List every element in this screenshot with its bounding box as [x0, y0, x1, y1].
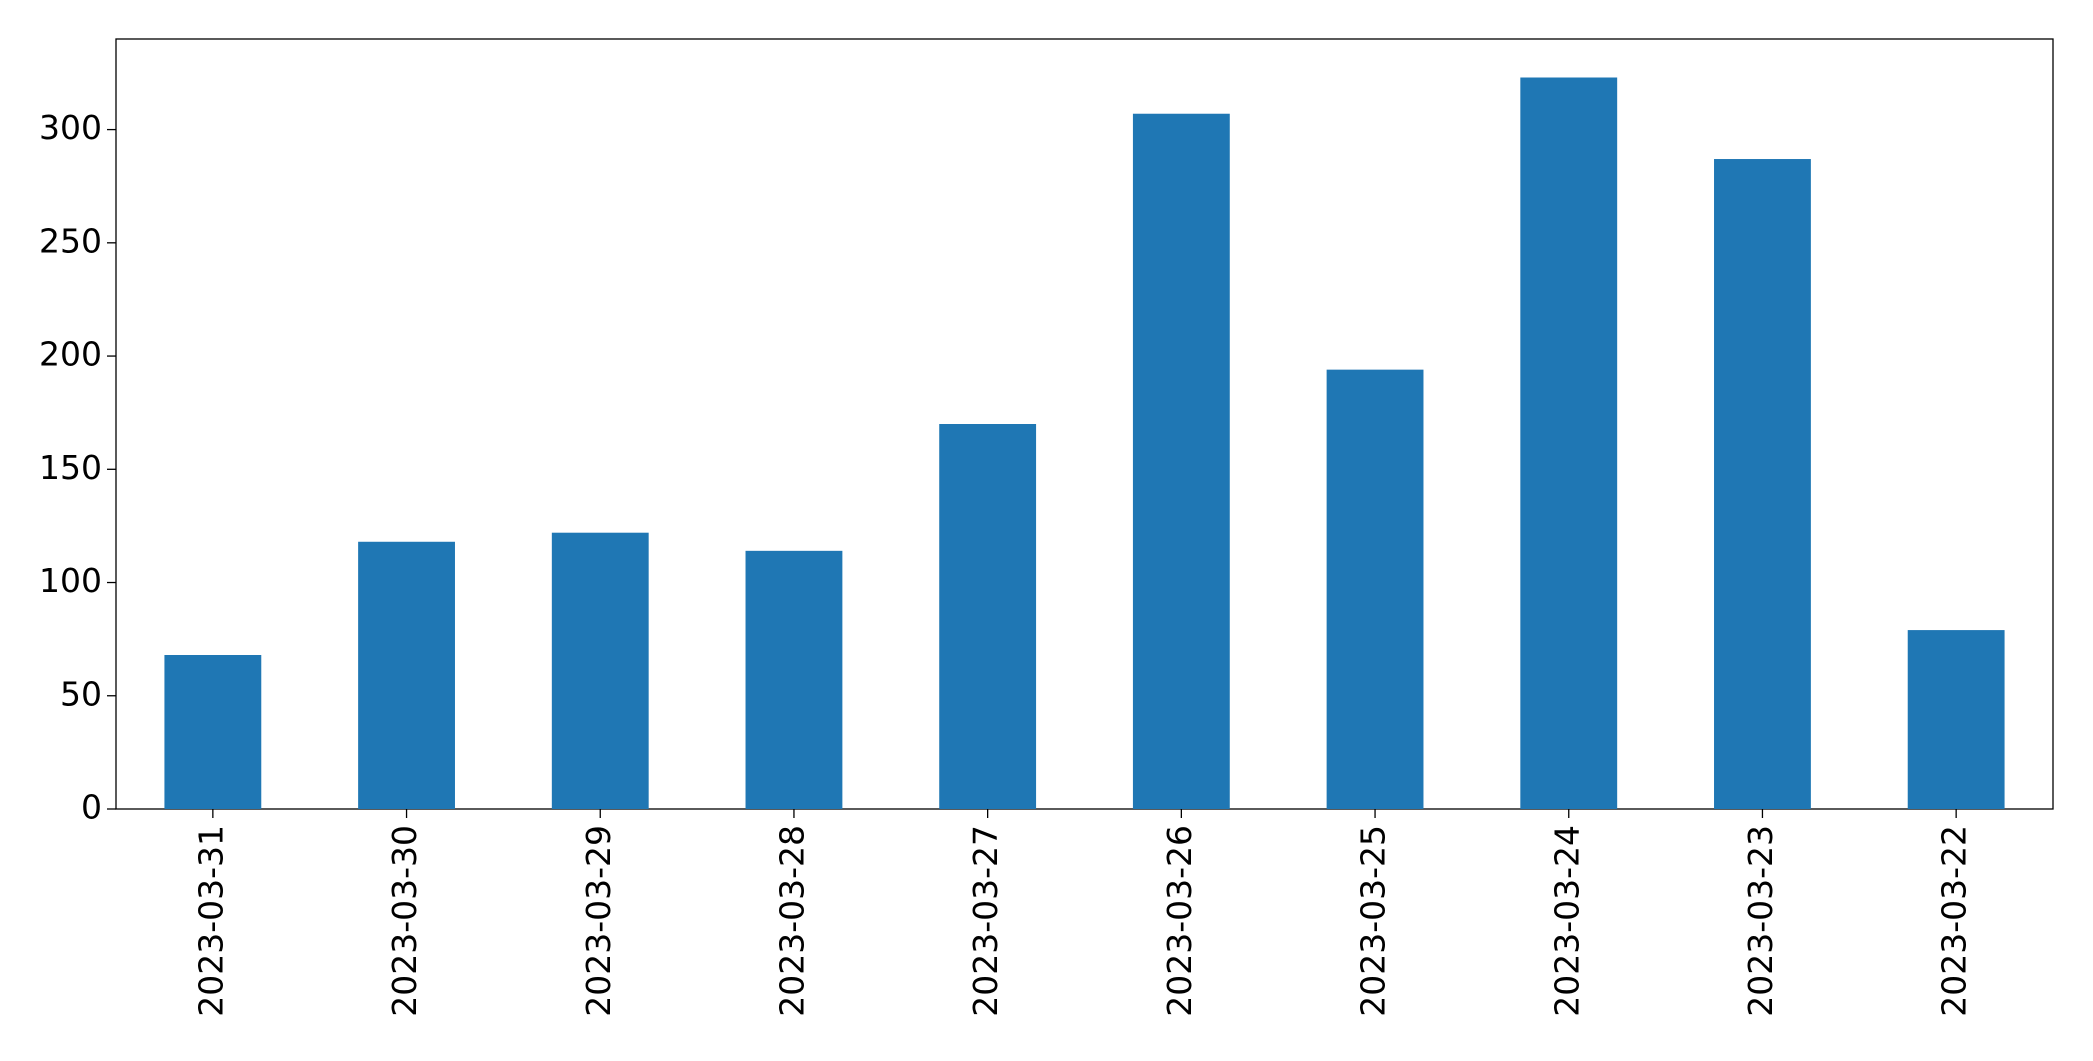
bar: [1520, 77, 1618, 809]
bar: [1714, 159, 1811, 809]
plot-frame: [115, 38, 2054, 810]
x-tick-label: 2023-03-31: [191, 825, 230, 1017]
y-tick-label: 250: [39, 221, 102, 260]
bar: [164, 655, 262, 809]
y-tick-label: 200: [39, 335, 102, 374]
y-tick-label: 150: [39, 448, 102, 487]
x-tick-label: 2023-03-29: [579, 825, 618, 1017]
y-tick-label: 0: [81, 788, 102, 827]
x-tick-label: 2023-03-23: [1741, 825, 1780, 1017]
bar: [1326, 369, 1424, 809]
bar: [1907, 630, 2005, 809]
x-tick-label: 2023-03-22: [1935, 825, 1974, 1017]
x-tick-label: 2023-03-30: [385, 825, 424, 1017]
bar: [745, 550, 843, 809]
y-tick-label: 300: [39, 108, 102, 147]
bar: [358, 541, 455, 809]
x-tick-label: 2023-03-24: [1547, 825, 1586, 1017]
x-tick-label: 2023-03-26: [1160, 825, 1199, 1017]
x-tick-label: 2023-03-28: [772, 825, 811, 1017]
x-tick-label: 2023-03-27: [966, 825, 1005, 1017]
y-tick-label: 50: [60, 674, 102, 713]
x-tick-label: 2023-03-25: [1354, 825, 1393, 1017]
y-tick-label: 100: [39, 561, 102, 600]
bar: [939, 424, 1037, 809]
bar: [1132, 113, 1230, 809]
bar: [551, 532, 649, 809]
